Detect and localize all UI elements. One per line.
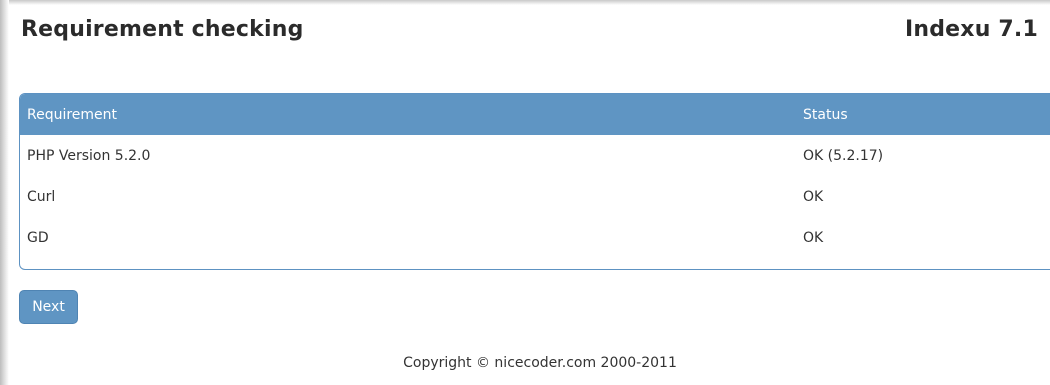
app-version: Indexu 7.1 [904, 17, 1038, 42]
window-left-shadow [0, 0, 9, 385]
footer-copyright: Copyright © nicecoder.com 2000-2011 [403, 355, 677, 371]
table-row: GD OK [20, 217, 1050, 258]
table-row: PHP Version 5.2.0 OK (5.2.17) [20, 135, 1050, 176]
status-cell: OK [803, 229, 824, 246]
status-cell: OK [803, 188, 824, 205]
next-button[interactable]: Next [19, 290, 78, 324]
table-header-row: Requirement Status [20, 94, 1050, 135]
requirement-cell: Curl [27, 188, 56, 205]
requirement-cell: PHP Version 5.2.0 [27, 147, 151, 164]
table-row: Curl OK [20, 176, 1050, 217]
requirement-cell: GD [27, 229, 49, 246]
column-header-status: Status [803, 106, 848, 123]
requirements-panel: Requirement Status PHP Version 5.2.0 OK … [19, 93, 1050, 270]
window-top-shadow [0, 0, 1050, 5]
column-header-requirement: Requirement [27, 106, 118, 123]
status-cell: OK (5.2.17) [803, 147, 884, 164]
page-title: Requirement checking [21, 17, 304, 42]
requirements-table: Requirement Status PHP Version 5.2.0 OK … [20, 94, 1050, 258]
